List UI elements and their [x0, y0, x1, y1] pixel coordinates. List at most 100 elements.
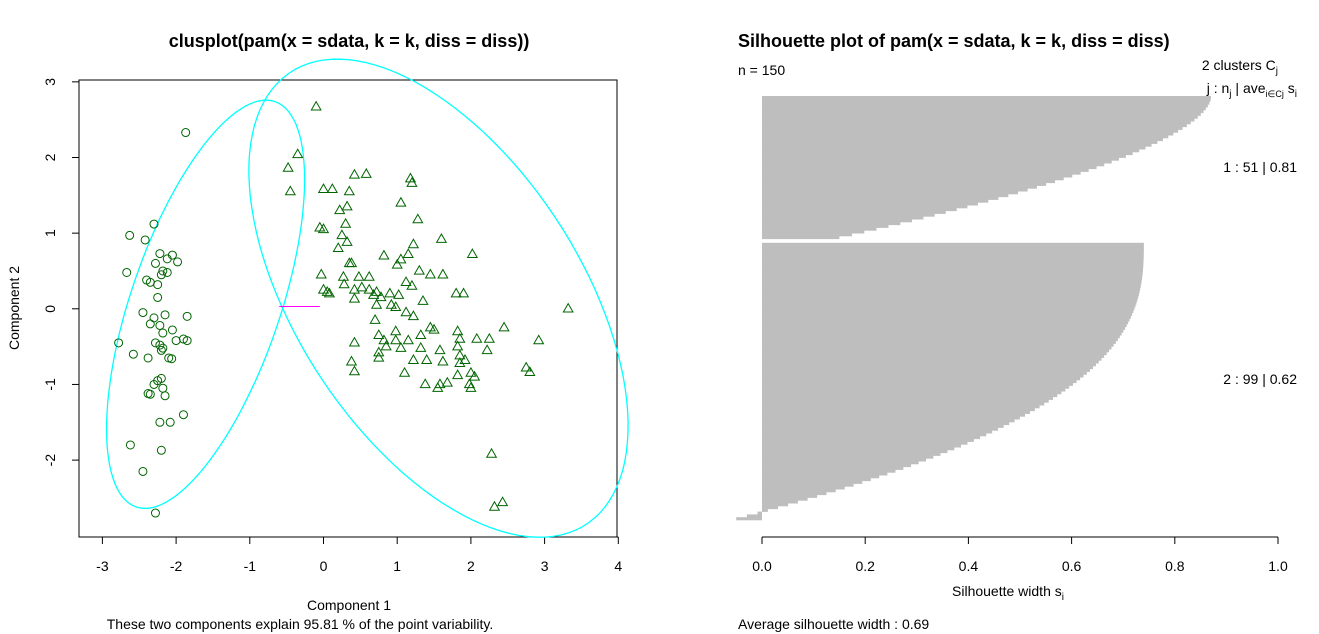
cluster-2-silhouette-bar [762, 366, 1094, 370]
cluster-2-silhouette-bar [762, 293, 1139, 297]
cluster-2-point [421, 354, 433, 364]
cluster-2-silhouette-bar [762, 382, 1073, 386]
cluster-2-point [321, 285, 333, 296]
cluster-1-point [114, 338, 124, 348]
silhouette-cluster-2-label: 2 : 99 | 0.62 [1223, 371, 1297, 387]
cluster-2-silhouette-bar [762, 343, 1114, 347]
cluster-1-point [162, 267, 172, 277]
cluster-2-silhouette-bar [762, 371, 1087, 375]
cluster-2-silhouette-bar [762, 374, 1084, 378]
cluster-1-silhouette-bar [762, 233, 852, 237]
clusplot-subtitle: These two components explain 95.81 % of … [107, 616, 494, 632]
cluster-1-silhouette-bar [762, 152, 1133, 156]
cluster-2-silhouette-bar [762, 368, 1090, 372]
cluster-1-point [182, 311, 192, 321]
cluster-2-point [457, 287, 470, 298]
cluster-1-silhouette-bar [762, 98, 1211, 102]
cluster-2-silhouette-bar [762, 506, 779, 510]
cluster-1-point [171, 336, 181, 346]
cluster-2-point [373, 351, 385, 362]
cluster-2-point [373, 346, 385, 357]
cluster-1-point [149, 313, 159, 323]
cluster-2-point [373, 329, 385, 339]
cluster-1-silhouette-bar [762, 140, 1158, 144]
cluster-1-silhouette-bar [762, 210, 946, 214]
cluster-1-silhouette-bar [762, 104, 1208, 108]
silhouette-x-tick-label: 0.6 [1062, 558, 1082, 574]
cluster-2-point [454, 357, 466, 367]
cluster-2-silhouette-bar [762, 503, 789, 507]
cluster-1-silhouette-bar [762, 191, 1019, 195]
cluster-2-silhouette-bar [762, 402, 1045, 406]
cluster-2-silhouette-bar [762, 410, 1030, 414]
cluster-1-point [145, 389, 155, 399]
cluster-1-point [149, 379, 159, 389]
cluster-1-silhouette-bar [762, 146, 1146, 150]
silhouette-title: Silhouette plot of pam(x = sdata, k = k,… [738, 31, 1170, 51]
cluster-2-silhouette-bar [762, 354, 1105, 358]
cluster-1-point [162, 254, 172, 264]
cluster-1-silhouette-bar [762, 110, 1204, 114]
cluster-2-point [317, 283, 330, 294]
cluster-1-silhouette-bar [762, 194, 1009, 198]
cluster-1-silhouette-bar [762, 196, 999, 200]
cluster-2-point [375, 291, 387, 302]
cluster-2-point [363, 270, 375, 281]
cluster-2-silhouette-bar [762, 483, 854, 487]
cluster-1-point [156, 345, 166, 355]
cluster-2-silhouette-bar [762, 270, 1143, 274]
cluster-2-silhouette-bar [762, 413, 1025, 417]
cluster-2-silhouette-bar [762, 458, 927, 462]
cluster-1-silhouette-bar [762, 126, 1183, 130]
cluster-2-silhouette-bar [762, 433, 987, 437]
cluster-2-point [332, 242, 344, 252]
cluster-2-point [415, 329, 427, 339]
clusplot-axes: -3 -2 -1 0 1 2 3 4 -2 -1 0 1 2 3 [42, 78, 622, 574]
cluster-1-point [138, 308, 148, 318]
cluster-2-silhouette-bar [762, 447, 955, 451]
cluster-2-point [406, 177, 418, 187]
cluster-2-silhouette-bar [762, 349, 1110, 353]
cluster-2-silhouette-bar [762, 284, 1141, 288]
cluster-2-silhouette-bar [762, 296, 1139, 300]
cluster-2-point [562, 302, 574, 313]
silhouette-bars [736, 96, 1211, 521]
cluster-1-silhouette-bar [762, 157, 1119, 161]
cluster-2-point [419, 378, 431, 389]
cluster-2-silhouette-bar [762, 326, 1126, 330]
cluster-2-silhouette-bar [762, 455, 934, 459]
cluster-2-silhouette-bar [762, 450, 948, 454]
cluster-1-silhouette-bar [762, 138, 1163, 142]
cluster-2-point [471, 332, 483, 343]
cluster-1-point [164, 353, 174, 363]
cluster-2-point [315, 268, 327, 279]
cluster-2-silhouette-bar [762, 340, 1116, 344]
cluster-2-silhouette-bar [762, 304, 1136, 308]
cluster-1-silhouette-bar [762, 230, 865, 234]
cluster-2-point [483, 332, 495, 343]
cluster-2-point [400, 306, 412, 317]
cluster-2-point [498, 321, 510, 332]
cluster-2-silhouette-bar [762, 298, 1138, 302]
cluster-2-point [385, 298, 397, 309]
cluster-2-silhouette-bar [762, 441, 968, 445]
cluster-2-silhouette-bar [736, 517, 762, 521]
cluster-2-silhouette-bar [746, 514, 762, 518]
cluster-2-point [459, 354, 471, 364]
cluster-1-silhouette-bar [762, 199, 989, 203]
cluster-2-silhouette-bar [762, 436, 981, 440]
cluster-2-silhouette-bar [762, 430, 993, 434]
cluster-2-point [390, 325, 402, 336]
cluster-2-point [398, 366, 411, 377]
cluster-2-point [339, 217, 352, 228]
cluster-1-point [128, 349, 138, 359]
cluster-2-point [345, 257, 358, 268]
cluster-2-silhouette-bar [762, 444, 961, 448]
scatter-points [114, 100, 574, 518]
cluster-ellipses [105, 58, 629, 538]
cluster-2-silhouette-bar [762, 363, 1096, 367]
cluster-2-point [417, 295, 429, 305]
cluster-2-point [390, 334, 402, 345]
cluster-2-point [437, 355, 449, 366]
